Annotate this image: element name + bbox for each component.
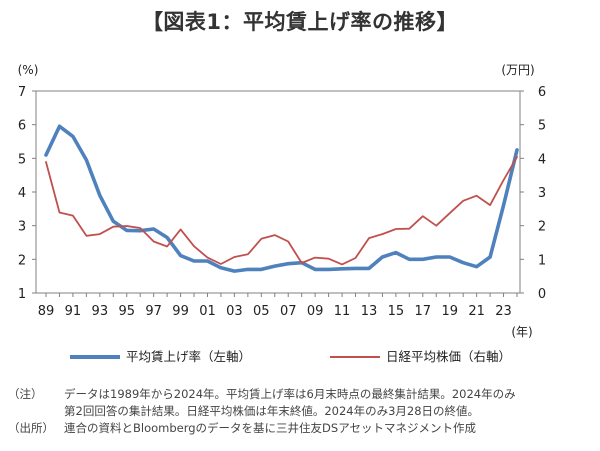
x-tick-label: 21 <box>468 304 485 319</box>
x-tick-label: 09 <box>307 304 324 319</box>
x-tick-label: 91 <box>65 304 82 319</box>
left-tick-label: 3 <box>18 220 26 235</box>
x-tick-label: 99 <box>172 304 189 319</box>
x-tick-label: 23 <box>495 304 512 319</box>
right-axis-unit: (万円) <box>501 63 534 77</box>
right-tick-label: 0 <box>538 287 546 302</box>
legend-label-left: 平均賃上げ率（左軸） <box>126 349 251 364</box>
note-row: （注） データは1989年から2024年。平均賃上げ率は6月末時点の最終集計結果… <box>8 386 596 403</box>
footnotes: （注） データは1989年から2024年。平均賃上げ率は6月末時点の最終集計結果… <box>8 386 596 437</box>
right-tick-label: 2 <box>538 220 546 235</box>
left-axis-unit: (%) <box>18 63 39 77</box>
x-tick-label: 17 <box>415 304 432 319</box>
x-tick-label: 95 <box>118 304 135 319</box>
x-tick-label: 07 <box>280 304 297 319</box>
series-line-nikkei <box>45 156 518 266</box>
left-tick-label: 7 <box>18 85 26 100</box>
left-tick-label: 1 <box>18 287 26 302</box>
series-lines <box>44 124 519 273</box>
right-tick-label: 5 <box>538 119 546 134</box>
right-tick-label: 6 <box>538 85 546 100</box>
left-tick-label: 4 <box>18 186 26 201</box>
source-label: （出所） <box>8 421 54 435</box>
x-axis-unit: (年) <box>511 325 532 339</box>
note-label: （注） <box>8 387 43 401</box>
left-tick-label: 2 <box>18 253 26 268</box>
left-tick-label: 6 <box>18 119 26 134</box>
legend-label-right: 日経平均株価（右軸） <box>386 349 511 364</box>
x-tick-label: 19 <box>441 304 458 319</box>
x-tick-label: 13 <box>361 304 378 319</box>
x-tick-label: 05 <box>253 304 270 319</box>
x-tick-label: 97 <box>145 304 162 319</box>
x-tick-label: 89 <box>38 304 55 319</box>
chart-title: 【図表1：平均賃上げ率の推移】 <box>141 10 459 34</box>
right-tick-label: 4 <box>538 152 546 167</box>
right-tick-label: 1 <box>538 253 546 268</box>
note-text-line2: 第2回回答の集計結果。日経平均株価は年末終値。2024年のみ3月28日の終値。 <box>64 404 480 418</box>
source-text: 連合の資料とBloombergのデータを基に三井住友DSアセットマネジメント作成 <box>64 421 476 435</box>
series-line-wage-increase <box>44 124 519 273</box>
note-row-2: 第2回回答の集計結果。日経平均株価は年末終値。2024年のみ3月28日の終値。 <box>8 403 596 420</box>
x-tick-label: 03 <box>226 304 243 319</box>
right-tick-label: 3 <box>538 186 546 201</box>
left-tick-label: 5 <box>18 152 26 167</box>
note-text-line1: データは1989年から2024年。平均賃上げ率は6月末時点の最終集計結果。202… <box>64 387 516 401</box>
x-tick-label: 15 <box>388 304 405 319</box>
x-tick-label: 01 <box>199 304 216 319</box>
source-row: （出所） 連合の資料とBloombergのデータを基に三井住友DSアセットマネジ… <box>8 420 596 437</box>
x-tick-label: 11 <box>334 304 351 319</box>
plot-frame <box>35 90 521 294</box>
x-tick-label: 93 <box>92 304 109 319</box>
